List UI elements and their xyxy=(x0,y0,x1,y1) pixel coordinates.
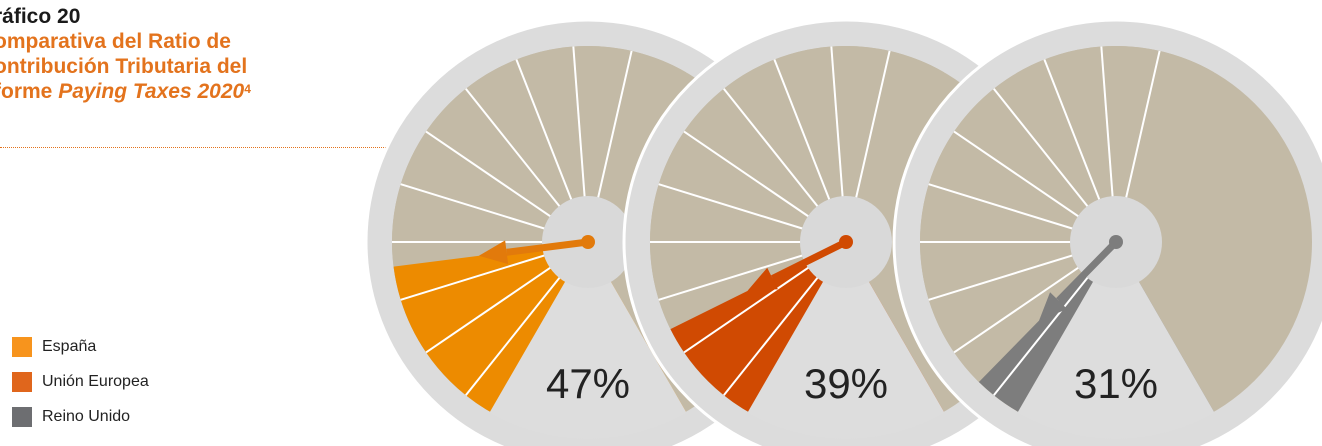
chart-number: ráfico 20 xyxy=(0,5,81,28)
gauge-segment xyxy=(400,131,588,242)
gauge-segment xyxy=(831,46,890,243)
title-prefix: forme xyxy=(0,80,59,103)
gauge-value-fill xyxy=(993,242,1116,425)
gauge-needle-cap xyxy=(839,235,853,249)
gauge-segment xyxy=(928,242,1116,353)
gauge-value-fill xyxy=(465,242,588,425)
gauge-value-label: 47% xyxy=(546,360,630,407)
gauge-value-label: 31% xyxy=(1074,360,1158,407)
legend-label-espana: España xyxy=(42,338,97,355)
gauge-segment xyxy=(723,59,846,242)
gauge-segment xyxy=(658,131,846,242)
title-line-1: omparativa del Ratio de xyxy=(0,30,231,53)
title-footnote: 4 xyxy=(244,82,251,96)
gauge-needle-head xyxy=(478,240,509,265)
legend-item-espana: España xyxy=(12,336,149,358)
legend-label-reino-unido: Reino Unido xyxy=(42,408,131,425)
legend-item-reino-unido: Reino Unido xyxy=(12,406,149,428)
gauge-bottom-wedge xyxy=(489,242,687,440)
gauge-needle-head xyxy=(1039,292,1068,321)
gauge-segment xyxy=(516,46,588,242)
gauge-needle-cap xyxy=(581,235,595,249)
gauge-value-fill xyxy=(684,242,846,396)
gauge-reino-unido: 31% xyxy=(892,18,1322,446)
title-line-2: ontribución Tributaria del xyxy=(0,55,248,78)
gauge-needle-cap xyxy=(1109,235,1123,249)
gauge-value-fill xyxy=(426,242,588,396)
gauge-needle xyxy=(1056,239,1119,304)
gauge-segment xyxy=(1101,46,1160,243)
chart-title: ráfico 20 omparativa del Ratio de ontrib… xyxy=(0,4,394,104)
gauge-segment xyxy=(1116,50,1214,242)
gauge-bottom-wedge xyxy=(747,242,945,440)
title-divider xyxy=(0,147,394,148)
legend-swatch-union-europea xyxy=(12,372,32,392)
gauge-segment xyxy=(993,59,1116,242)
gauge-needle-head xyxy=(747,267,778,291)
legend-swatch-espana xyxy=(12,337,32,357)
gauge-needle xyxy=(770,238,848,282)
gauge-segment xyxy=(426,88,588,242)
legend-swatch-reino-unido xyxy=(12,407,32,427)
legend-item-union-europea: Unión Europea xyxy=(12,371,149,393)
gauge-segment xyxy=(1044,46,1116,242)
gauge-segment xyxy=(573,46,632,243)
gauge-segment xyxy=(928,131,1116,242)
legend: España Unión Europea Reino Unido xyxy=(12,336,149,441)
gauge-segment xyxy=(846,50,944,242)
gauge-value-fill xyxy=(723,242,846,425)
title-line-3: forme Paying Taxes 20204 xyxy=(0,79,394,104)
gauge-segment xyxy=(684,88,846,242)
gauge-value-label: 39% xyxy=(804,360,888,407)
gauge-segment xyxy=(588,50,686,242)
gauge-segment xyxy=(465,59,588,242)
gauge-bottom-wedge xyxy=(1017,242,1215,440)
legend-label-union-europea: Unión Europea xyxy=(42,373,149,390)
gauge-segment xyxy=(954,88,1116,242)
title-italic: Paying Taxes 2020 xyxy=(58,80,245,103)
gauge-needle xyxy=(506,238,589,256)
gauge-segment xyxy=(774,46,846,242)
gauge-value-fill xyxy=(400,242,588,353)
gauge-value-fill xyxy=(670,242,846,353)
